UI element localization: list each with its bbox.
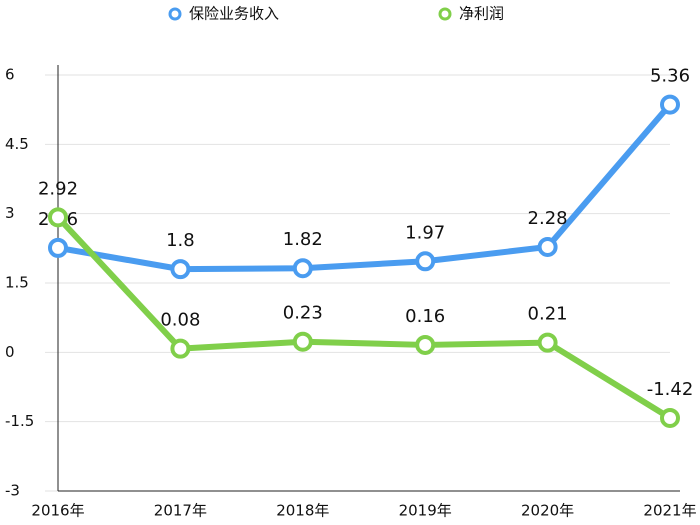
value-label: 2.28 — [528, 208, 568, 229]
point — [537, 332, 558, 353]
point — [292, 258, 313, 279]
x-tick-label: 2017年 — [154, 502, 207, 520]
point — [660, 407, 680, 428]
point — [170, 338, 191, 359]
value-label: 0.16 — [405, 306, 445, 327]
x-tick-label: 2020年 — [521, 502, 574, 520]
point — [48, 237, 68, 258]
series-line — [55, 215, 672, 421]
y-tick-label: 3 — [5, 204, 15, 222]
y-tick-label: -1.5 — [5, 412, 34, 430]
value-label: 0.23 — [283, 303, 323, 324]
x-tick-label: 2021年 — [643, 502, 696, 520]
point — [415, 251, 436, 272]
value-label: 0.08 — [160, 310, 200, 331]
value-label: 1.82 — [283, 229, 323, 250]
point — [170, 259, 191, 280]
legend-label: 净利润 — [459, 5, 504, 23]
series-line — [57, 102, 673, 273]
y-tick-label: 0 — [5, 343, 15, 361]
value-label: 1.97 — [405, 222, 445, 243]
legend-label: 保险业务收入 — [189, 5, 279, 23]
value-label: -1.42 — [647, 379, 694, 400]
point — [292, 331, 313, 352]
y-tick-label: -3 — [5, 482, 20, 500]
x-tick-label: 2016年 — [31, 502, 84, 520]
legend-marker — [438, 7, 452, 21]
value-label: 0.21 — [528, 304, 568, 325]
point — [48, 207, 68, 228]
point — [415, 334, 436, 355]
y-tick-label: 1.5 — [5, 274, 29, 292]
y-tick-label: 6 — [5, 66, 15, 84]
value-label: 5.36 — [650, 66, 690, 87]
y-tick-label: 4.5 — [5, 135, 29, 153]
value-label: 1.8 — [166, 230, 195, 251]
x-tick-label: 2019年 — [399, 502, 452, 520]
point — [537, 236, 558, 257]
legend-marker — [168, 7, 182, 21]
value-label: 2.92 — [38, 178, 78, 199]
point — [660, 94, 680, 115]
x-tick-label: 2018年 — [276, 502, 329, 520]
